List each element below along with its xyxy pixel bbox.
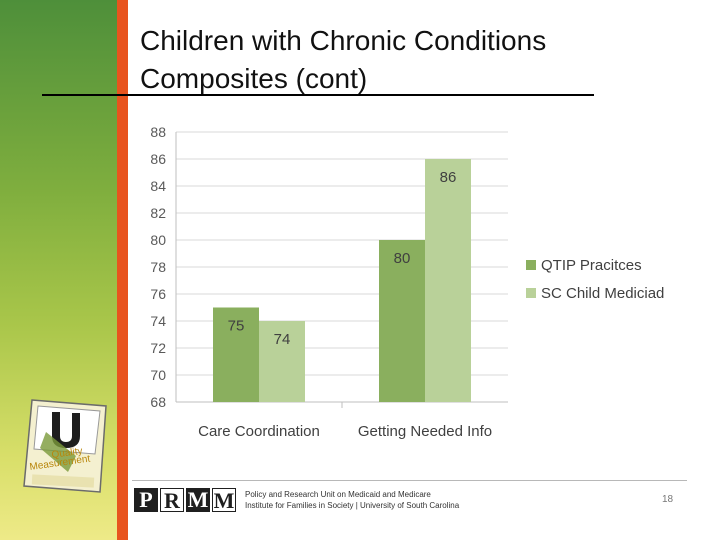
data-label: 80 — [394, 250, 411, 267]
legend-swatch — [526, 288, 536, 298]
legend-label: QTIP Pracitces — [541, 257, 642, 274]
slide-title-line1: Children with Chronic Conditions — [140, 25, 547, 56]
prmm-logo: P R M M — [134, 487, 236, 513]
logo-text-quality: Quality — [51, 446, 83, 461]
bar-1-1 — [213, 307, 259, 402]
page-number: 18 — [662, 494, 674, 505]
data-label: 86 — [440, 169, 457, 186]
y-tick-label: 88 — [150, 124, 166, 140]
data-label: 74 — [274, 331, 291, 348]
prmm-letter-p: P — [134, 488, 158, 512]
footer-line2: Institute for Families in Society | Univ… — [245, 501, 460, 510]
quality-measurement-logo: Quality Measurement — [22, 396, 112, 496]
data-label: 75 — [228, 318, 245, 335]
y-tick-label: 68 — [150, 394, 166, 410]
y-tick-label: 86 — [150, 151, 166, 167]
slide-title-line2: Composites (cont) — [140, 63, 368, 94]
bar-chart: 68 70 72 74 76 78 80 82 84 86 88 75 74 Care Coordinat… — [140, 112, 700, 450]
y-tick-label: 80 — [150, 232, 166, 248]
prmm-letter-r: R — [160, 488, 184, 513]
y-tick-label: 82 — [150, 205, 166, 221]
bar-2-2 — [425, 159, 471, 402]
footer-divider — [132, 480, 687, 481]
bar-1-2 — [379, 240, 425, 402]
y-tick-label: 70 — [150, 367, 166, 383]
x-category-label: Getting Needed Info — [358, 423, 492, 440]
y-tick-label: 76 — [150, 286, 166, 302]
footer-line1: Policy and Research Unit on Medicaid and… — [245, 490, 431, 499]
y-tick-label: 84 — [150, 178, 166, 194]
title-underline — [42, 94, 594, 96]
footer-text: Policy and Research Unit on Medicaid and… — [245, 489, 459, 511]
legend-swatch — [526, 260, 536, 270]
slide-title: Children with Chronic Conditions Composi… — [140, 22, 700, 98]
x-category-label: Care Coordination — [198, 423, 320, 440]
quality-measurement-logo-art: Quality Measurement — [23, 399, 107, 493]
bar-chart-svg: 68 70 72 74 76 78 80 82 84 86 88 75 74 Care Coordinat… — [150, 124, 664, 440]
y-tick-label: 72 — [150, 340, 166, 356]
y-tick-label: 74 — [150, 313, 166, 329]
prmm-letter-m1: M — [186, 487, 210, 512]
y-tick-label: 78 — [150, 259, 166, 275]
orange-accent-bar — [117, 0, 128, 540]
legend-label: SC Child Mediciad — [541, 285, 664, 302]
bar-2-1 — [259, 321, 305, 402]
prmm-letter-m2: M — [212, 488, 236, 513]
